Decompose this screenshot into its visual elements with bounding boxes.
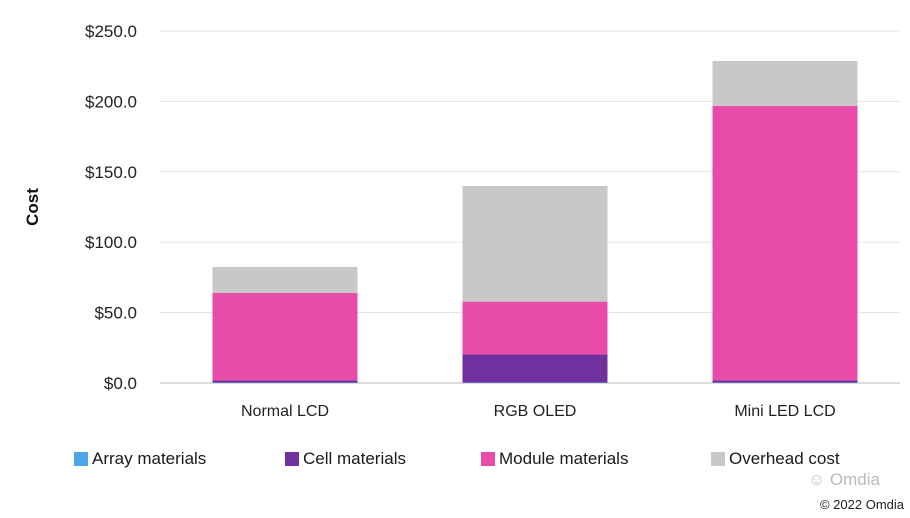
y-tick-label: $150.0	[85, 163, 137, 182]
bar-segment	[212, 266, 358, 294]
bar-segment	[712, 60, 858, 107]
legend-item: Module materials	[481, 449, 628, 469]
y-tick-label: $200.0	[85, 92, 137, 111]
bar-segment	[712, 106, 858, 381]
x-category-label: RGB OLED	[494, 403, 577, 420]
legend-label: Overhead cost	[729, 449, 840, 468]
bar-segment	[212, 293, 358, 381]
bars	[212, 60, 858, 383]
bar-segment	[212, 380, 358, 383]
y-axis-ticks: $0.0 $50.0 $100.0 $150.0 $200.0 $250.0	[85, 22, 137, 393]
y-axis-label: Cost	[23, 188, 42, 226]
bar-segment	[462, 301, 608, 355]
legend-label: Cell materials	[303, 449, 406, 468]
y-tick-label: $0.0	[104, 374, 137, 393]
legend-item: Array materials	[74, 449, 206, 469]
wechat-icon: ☺	[807, 470, 830, 489]
legend-swatch	[285, 452, 299, 466]
legend-item: Overhead cost	[711, 449, 840, 469]
x-axis-categories: Normal LCD RGB OLED Mini LED LCD	[241, 403, 836, 420]
legend-swatch	[74, 452, 88, 466]
x-category-label: Mini LED LCD	[734, 403, 835, 420]
stacked-bar-chart: $0.0 $50.0 $100.0 $150.0 $200.0 $250.0 Normal…	[23, 22, 900, 420]
bar-segment	[712, 380, 858, 383]
legend-swatch	[711, 452, 725, 466]
legend-label: Module materials	[499, 449, 629, 468]
y-tick-label: $100.0	[85, 233, 137, 252]
bar-segment	[462, 186, 608, 302]
copyright: © 2022 Omdia	[819, 497, 904, 512]
x-category-label: Normal LCD	[241, 403, 329, 420]
y-tick-label: $50.0	[94, 304, 137, 323]
bar-segment	[462, 354, 608, 383]
legend: Array materials Cell materials Module mate…	[0, 449, 910, 471]
legend-label: Array materials	[92, 449, 207, 468]
y-tick-label: $250.0	[85, 22, 137, 41]
legend-item: Cell materials	[285, 449, 406, 469]
legend-swatch	[481, 452, 495, 466]
watermark: ☺ Omdia	[807, 470, 880, 489]
